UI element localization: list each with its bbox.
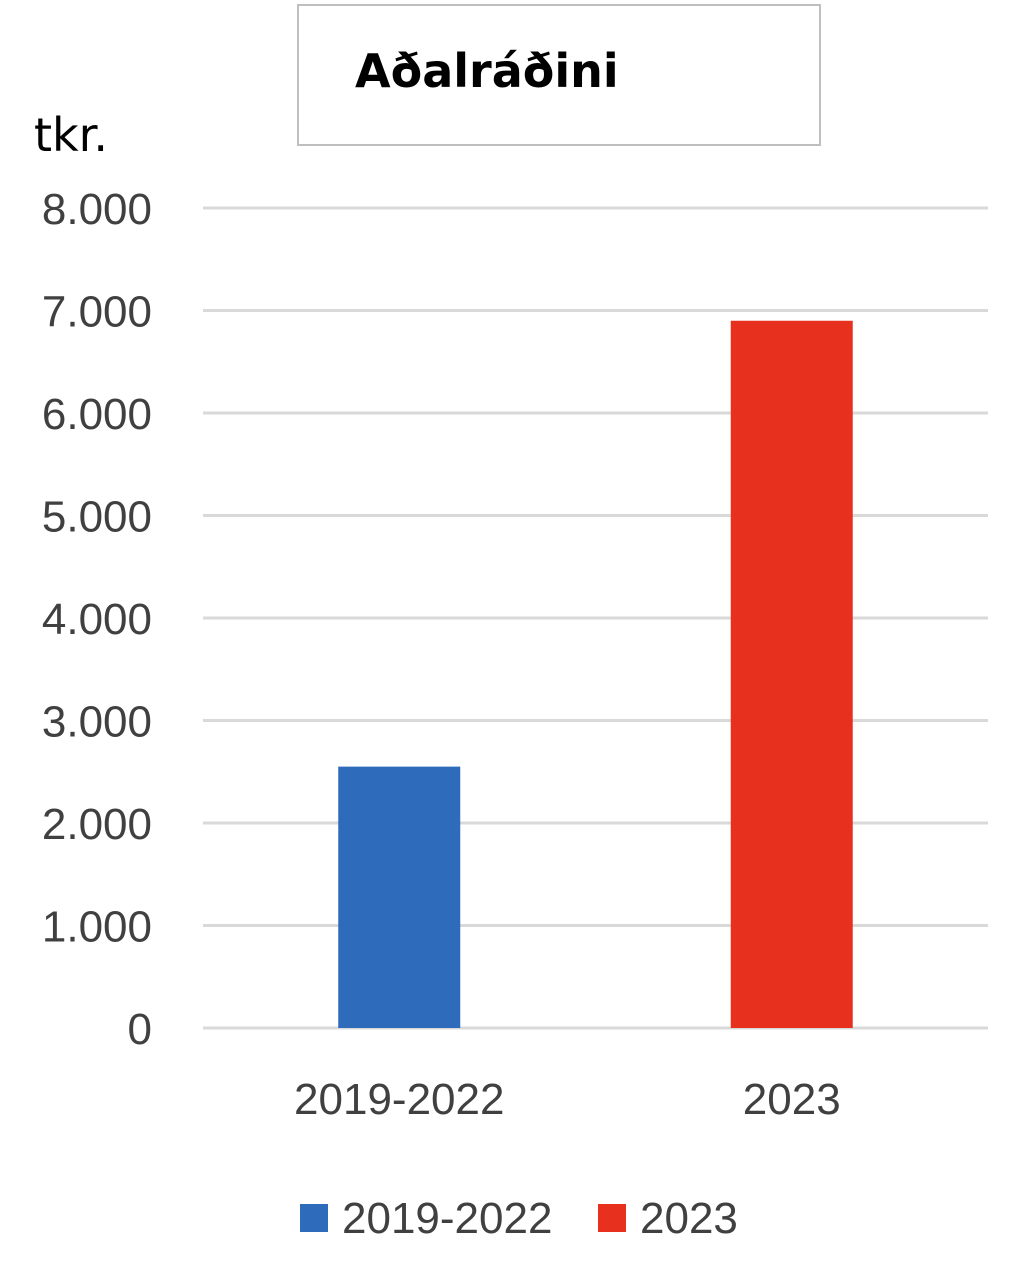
legend-swatch	[300, 1204, 328, 1232]
y-tick-label: 6.000	[42, 390, 152, 439]
legend-swatch	[598, 1204, 626, 1232]
chart-title: Aðalráðini	[355, 44, 619, 98]
bar	[730, 320, 853, 1028]
y-tick-label: 0	[128, 1005, 152, 1054]
chart-title-box: Aðalráðini	[297, 4, 821, 146]
x-tick-label: 2023	[743, 1075, 841, 1124]
y-tick-label: 3.000	[42, 698, 152, 747]
y-tick-label: 2.000	[42, 800, 152, 849]
y-tick-label: 4.000	[42, 595, 152, 644]
legend-label: 2023	[640, 1194, 738, 1243]
y-axis-unit-label: tkr.	[34, 108, 108, 162]
y-tick-label: 1.000	[42, 903, 152, 952]
legend-label: 2019-2022	[342, 1194, 552, 1243]
x-tick-label: 2019-2022	[294, 1075, 504, 1124]
y-tick-label: 8.000	[42, 185, 152, 234]
bar	[338, 766, 461, 1028]
y-tick-label: 7.000	[42, 288, 152, 337]
y-tick-label: 5.000	[42, 493, 152, 542]
